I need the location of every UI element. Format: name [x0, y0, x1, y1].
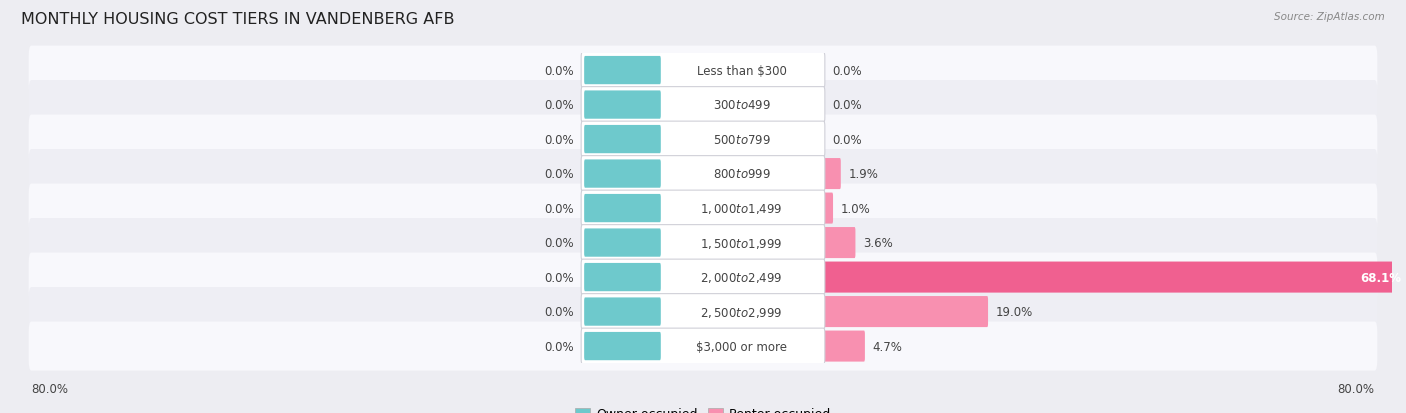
FancyBboxPatch shape — [28, 81, 1378, 130]
FancyBboxPatch shape — [583, 57, 661, 85]
FancyBboxPatch shape — [581, 156, 825, 192]
Legend: Owner-occupied, Renter-occupied: Owner-occupied, Renter-occupied — [569, 402, 837, 413]
Text: $1,000 to $1,499: $1,000 to $1,499 — [700, 202, 783, 216]
FancyBboxPatch shape — [583, 126, 661, 154]
Text: Source: ZipAtlas.com: Source: ZipAtlas.com — [1274, 12, 1385, 22]
Text: MONTHLY HOUSING COST TIERS IN VANDENBERG AFB: MONTHLY HOUSING COST TIERS IN VANDENBERG… — [21, 12, 454, 27]
Text: 0.0%: 0.0% — [544, 305, 574, 318]
FancyBboxPatch shape — [581, 53, 825, 89]
Text: $800 to $999: $800 to $999 — [713, 168, 770, 180]
Text: 0.0%: 0.0% — [544, 168, 574, 180]
FancyBboxPatch shape — [583, 91, 661, 119]
Text: 4.7%: 4.7% — [873, 340, 903, 353]
FancyBboxPatch shape — [823, 297, 988, 327]
FancyBboxPatch shape — [28, 115, 1378, 164]
Text: $2,000 to $2,499: $2,000 to $2,499 — [700, 271, 783, 285]
FancyBboxPatch shape — [28, 218, 1378, 268]
FancyBboxPatch shape — [823, 159, 841, 190]
FancyBboxPatch shape — [28, 253, 1378, 302]
Text: 1.0%: 1.0% — [841, 202, 870, 215]
FancyBboxPatch shape — [28, 184, 1378, 233]
Text: 0.0%: 0.0% — [544, 271, 574, 284]
Text: 0.0%: 0.0% — [544, 64, 574, 77]
FancyBboxPatch shape — [581, 328, 825, 364]
FancyBboxPatch shape — [581, 88, 825, 123]
Text: 0.0%: 0.0% — [832, 99, 862, 112]
FancyBboxPatch shape — [581, 122, 825, 158]
FancyBboxPatch shape — [583, 160, 661, 188]
Text: 80.0%: 80.0% — [1337, 382, 1375, 395]
Text: 0.0%: 0.0% — [832, 133, 862, 146]
Text: $1,500 to $1,999: $1,500 to $1,999 — [700, 236, 783, 250]
Text: 0.0%: 0.0% — [544, 237, 574, 249]
Text: $300 to $499: $300 to $499 — [713, 99, 770, 112]
FancyBboxPatch shape — [583, 263, 661, 292]
Text: Less than $300: Less than $300 — [697, 64, 787, 77]
FancyBboxPatch shape — [823, 228, 855, 259]
Text: 0.0%: 0.0% — [544, 99, 574, 112]
FancyBboxPatch shape — [583, 195, 661, 223]
Text: 80.0%: 80.0% — [31, 382, 69, 395]
Text: $500 to $799: $500 to $799 — [713, 133, 770, 146]
Text: 0.0%: 0.0% — [544, 133, 574, 146]
FancyBboxPatch shape — [583, 298, 661, 326]
FancyBboxPatch shape — [583, 332, 661, 360]
FancyBboxPatch shape — [581, 294, 825, 330]
FancyBboxPatch shape — [823, 262, 1406, 293]
FancyBboxPatch shape — [581, 225, 825, 261]
FancyBboxPatch shape — [581, 191, 825, 226]
Text: 0.0%: 0.0% — [544, 340, 574, 353]
Text: 19.0%: 19.0% — [995, 305, 1033, 318]
FancyBboxPatch shape — [823, 331, 865, 362]
FancyBboxPatch shape — [581, 259, 825, 295]
FancyBboxPatch shape — [28, 322, 1378, 371]
Text: $3,000 or more: $3,000 or more — [696, 340, 787, 353]
Text: 3.6%: 3.6% — [863, 237, 893, 249]
Text: 68.1%: 68.1% — [1361, 271, 1402, 284]
FancyBboxPatch shape — [28, 150, 1378, 199]
FancyBboxPatch shape — [28, 287, 1378, 336]
Text: $2,500 to $2,999: $2,500 to $2,999 — [700, 305, 783, 319]
FancyBboxPatch shape — [28, 47, 1378, 95]
FancyBboxPatch shape — [823, 193, 832, 224]
FancyBboxPatch shape — [583, 229, 661, 257]
Text: 1.9%: 1.9% — [849, 168, 879, 180]
Text: 0.0%: 0.0% — [832, 64, 862, 77]
Text: 0.0%: 0.0% — [544, 202, 574, 215]
